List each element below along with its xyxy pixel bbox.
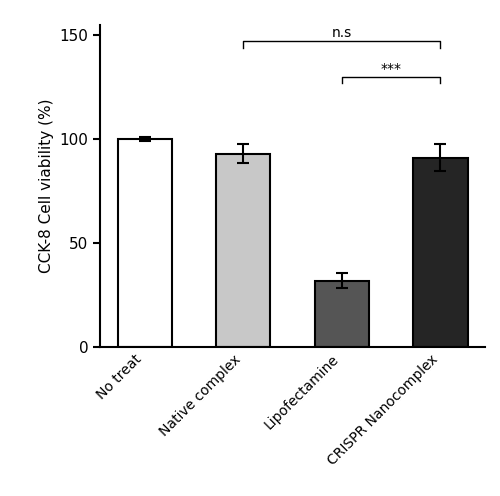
Y-axis label: CCK-8 Cell viability (%): CCK-8 Cell viability (%): [39, 99, 54, 273]
Text: n.s: n.s: [332, 26, 352, 40]
Bar: [314, 281, 369, 347]
Bar: [414, 158, 468, 347]
Text: ***: ***: [380, 62, 402, 76]
Bar: [118, 139, 172, 347]
Bar: [216, 154, 270, 347]
